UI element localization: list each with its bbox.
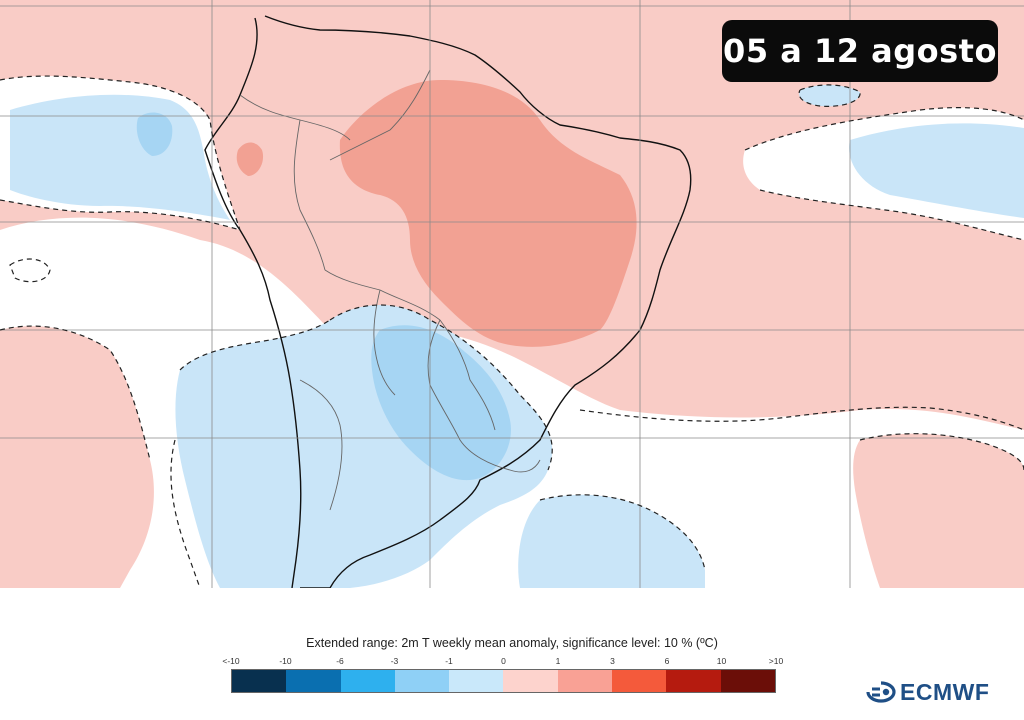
cold-core-south-america bbox=[371, 325, 511, 481]
legend-tick-label: 3 bbox=[610, 656, 615, 666]
legend-tick-label: 1 bbox=[555, 656, 561, 666]
south-america-coastline bbox=[204, 15, 692, 588]
anomaly-map: 05 a 12 agosto bbox=[0, 0, 1024, 588]
legend-tick-label: 6 bbox=[664, 656, 670, 666]
legend-colorbar bbox=[231, 669, 776, 693]
cold-core-pacific bbox=[136, 112, 173, 156]
legend-tick-label: -1 bbox=[445, 656, 453, 666]
cold-core-atlantic bbox=[849, 123, 1024, 218]
colorbar-swatch bbox=[232, 670, 287, 692]
colorbar-swatch bbox=[286, 670, 341, 692]
colorbar-swatch bbox=[449, 670, 504, 692]
colorbar-swatch bbox=[340, 670, 395, 692]
legend-tick-label: -3 bbox=[390, 656, 399, 666]
lat-lon-grid bbox=[0, 0, 1024, 588]
colorbar-swatch bbox=[612, 670, 667, 692]
cold-patch-atlantic-small bbox=[799, 84, 861, 107]
warm-patch-peru bbox=[236, 142, 264, 176]
colorbar-swatch bbox=[720, 670, 775, 692]
warm-patch-southwest bbox=[0, 326, 154, 588]
legend-tick-label: 0 bbox=[501, 656, 506, 666]
colorbar-swatch bbox=[394, 670, 450, 692]
map-canvas bbox=[0, 0, 1024, 588]
cold-region-pacific bbox=[10, 94, 230, 220]
legend-tick-label: 10 bbox=[716, 656, 727, 666]
significance-contours bbox=[0, 75, 1024, 588]
legend-title: Extended range: 2m T weekly mean anomaly… bbox=[306, 636, 718, 650]
legend-tick-label: <-10 bbox=[222, 656, 240, 666]
warm-core-brazil-north bbox=[339, 80, 637, 347]
legend-tick-label: -10 bbox=[279, 656, 292, 666]
ecmwf-logo-text: ECMWF bbox=[900, 678, 990, 705]
cold-region-south-atlantic bbox=[518, 494, 705, 588]
ecmwf-logo-icon bbox=[866, 681, 896, 703]
legend-tick-label: -6 bbox=[336, 656, 344, 666]
cold-strip-andes bbox=[255, 420, 302, 588]
legend-tick-labels: <-10 -10 -6 -3 -1 0 1 3 6 10 >10 bbox=[0, 656, 1024, 668]
colorbar-swatch bbox=[557, 670, 613, 692]
colorbar-swatch bbox=[666, 670, 721, 692]
warm-patch-southeast bbox=[853, 433, 1024, 588]
period-badge: 05 a 12 agosto bbox=[722, 20, 998, 82]
ecmwf-logo: ECMWF bbox=[866, 679, 989, 705]
colorbar-swatch bbox=[503, 670, 558, 692]
legend-tick-label: >10 bbox=[768, 656, 784, 666]
